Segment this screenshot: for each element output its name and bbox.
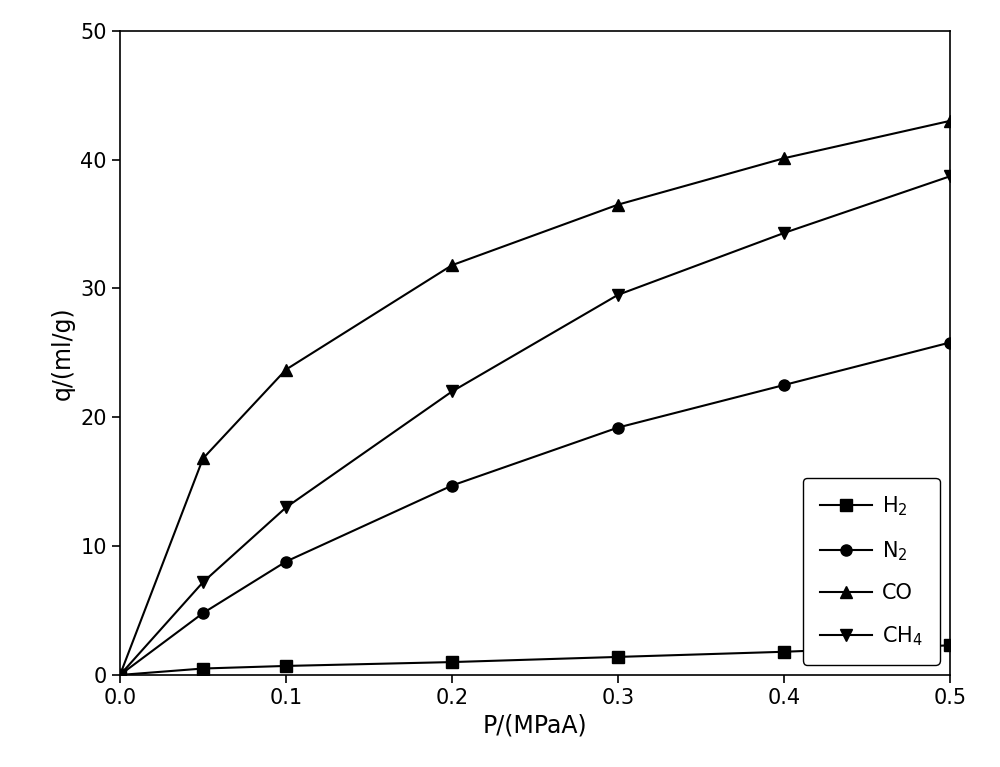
CH$_4$ bbox=[612, 290, 624, 299]
CH$_4$ bbox=[944, 172, 956, 181]
CO bbox=[280, 365, 292, 374]
CH$_4$ bbox=[114, 670, 126, 680]
H$_2$ bbox=[280, 661, 292, 670]
CO bbox=[114, 670, 126, 680]
H$_2$ bbox=[446, 657, 458, 667]
CO bbox=[778, 153, 790, 163]
N$_2$ bbox=[280, 557, 292, 566]
H$_2$ bbox=[944, 640, 956, 650]
N$_2$ bbox=[114, 670, 126, 680]
H$_2$ bbox=[612, 652, 624, 661]
CO bbox=[197, 454, 209, 463]
CO bbox=[944, 117, 956, 126]
H$_2$ bbox=[114, 670, 126, 680]
Line: CH$_4$: CH$_4$ bbox=[114, 171, 956, 680]
N$_2$ bbox=[944, 338, 956, 347]
Line: H$_2$: H$_2$ bbox=[114, 640, 956, 680]
N$_2$ bbox=[446, 481, 458, 490]
Legend: H$_2$, N$_2$, CO, CH$_4$: H$_2$, N$_2$, CO, CH$_4$ bbox=[803, 478, 940, 664]
N$_2$ bbox=[612, 423, 624, 432]
Y-axis label: q/(ml/g): q/(ml/g) bbox=[51, 306, 75, 400]
CH$_4$ bbox=[197, 578, 209, 587]
H$_2$ bbox=[778, 647, 790, 657]
Line: N$_2$: N$_2$ bbox=[114, 337, 956, 680]
N$_2$ bbox=[197, 608, 209, 617]
CO bbox=[612, 200, 624, 209]
X-axis label: P/(MPaA): P/(MPaA) bbox=[483, 714, 587, 738]
Line: CO: CO bbox=[114, 115, 956, 680]
H$_2$ bbox=[197, 664, 209, 673]
CH$_4$ bbox=[778, 229, 790, 238]
CO bbox=[446, 261, 458, 270]
CH$_4$ bbox=[446, 387, 458, 396]
N$_2$ bbox=[778, 380, 790, 390]
CH$_4$ bbox=[280, 503, 292, 512]
